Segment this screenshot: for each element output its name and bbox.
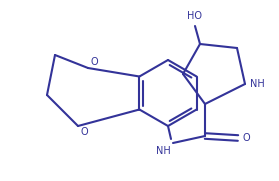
Text: NH: NH <box>156 146 170 156</box>
Text: O: O <box>90 57 98 67</box>
Text: O: O <box>242 133 250 143</box>
Text: O: O <box>80 127 88 137</box>
Text: NH: NH <box>250 79 264 89</box>
Text: HO: HO <box>187 11 203 21</box>
